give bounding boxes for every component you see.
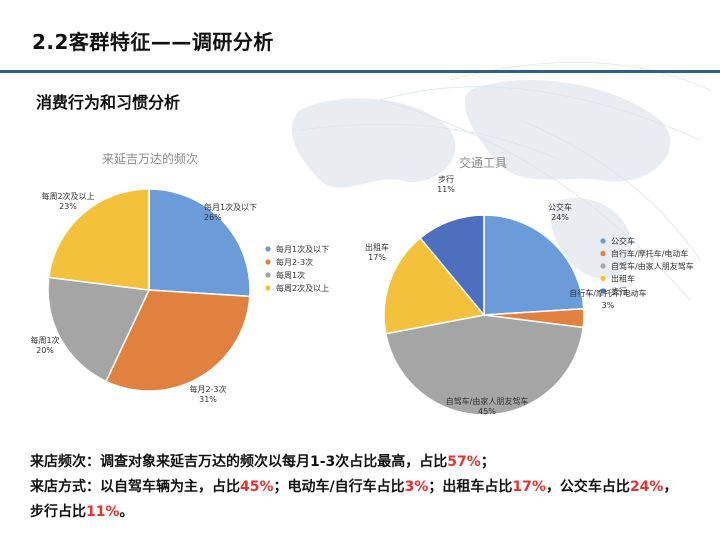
pie-1-label-每周2次及以上: 每周2次及以上 23% — [41, 191, 94, 211]
pie-2-legend-出租车: 出租车 — [611, 274, 635, 284]
pie-1-legend-每月1次及以下: 每月1次及以下 — [276, 244, 329, 254]
pie-2-label-出租车: 出租车 17% — [365, 242, 389, 262]
pie-2-legend-公交车: 公交车 — [611, 236, 635, 246]
mode-text-2: ；电动车/自行车占比 — [273, 479, 405, 495]
pie-1-legend-每周2次及以上: 每周2次及以上 — [276, 283, 329, 293]
freq-end: ； — [480, 454, 495, 470]
pie-1-legend-marker-每月2-3次 — [265, 259, 271, 265]
pie-2-legend-marker-公交车 — [600, 238, 606, 244]
pie-2-slice-出租车 — [383, 236, 486, 335]
page-title: 2.2客群特征——调研分析 — [32, 30, 274, 54]
pie-1-legend-marker-每月1次及以下 — [265, 246, 271, 252]
pie-2-slice-自驾车-由家人朋友驾车 — [384, 314, 585, 416]
pie-2-label-公交车: 公交车 24% — [548, 202, 572, 222]
pie-2-title: 交通工具 — [459, 155, 507, 170]
mode-value-3: 17% — [512, 479, 546, 495]
pie-2-legend-自驾车-由家人朋友驾车: 自驾车/由家人朋友驾车 — [611, 261, 694, 271]
pie-2-label-步行: 步行 11% — [437, 174, 455, 194]
pie-1-legend-每周1次: 每周1次 — [276, 270, 305, 280]
pie-1-label-每周1次: 每周1次 20% — [30, 335, 59, 355]
pie-1-slice-每月2-3次 — [105, 289, 251, 392]
pie-1-label-每月2-3次: 每月2-3次 31% — [189, 384, 226, 404]
freq-value: 57% — [447, 454, 481, 470]
pie-2-legend-marker-出租车 — [600, 275, 606, 282]
pie-1-legend-marker-每周2次及以上 — [265, 285, 271, 291]
pie-1-slice-每周1次 — [47, 276, 151, 383]
pie-1-title: 来延吉万达的频次 — [102, 151, 198, 166]
pie-1-label-每月1次及以下: 每月1次及以下 26% — [204, 202, 257, 222]
pie-2-legend-marker-自行车-摩托车-电动车 — [600, 250, 606, 257]
mode-text-1: 以自驾车辆为主，占比 — [100, 479, 240, 495]
pie-2-label-自行车-摩托车-电动车-value: 3% — [602, 301, 615, 310]
mode-text-3: ；出租车占比 — [428, 479, 513, 495]
mode-end: 。 — [119, 504, 134, 520]
section-subtitle: 消费行为和习惯分析 — [36, 93, 181, 112]
pie-2-legend-步行: 步行 — [611, 286, 627, 296]
pie-2-label-自行车-摩托车-电动车: 自行车/摩托车/电动车 — [569, 288, 646, 298]
mode-text-4: ，公交车占比 — [545, 479, 630, 495]
pie-1-slice-每周2次及以上 — [47, 188, 150, 291]
pie-1-legend-marker-每周1次 — [265, 272, 271, 278]
freq-text: 调查对象来延吉万达的频次以每月1-3次占比最高，占比 — [100, 454, 448, 470]
pie-2-slice-公交车 — [483, 214, 585, 316]
mode-value-4: 24% — [629, 479, 664, 495]
title-divider — [0, 70, 720, 73]
mode-text-5: ，步行占比 — [30, 479, 678, 520]
pie-2-legend-marker-步行 — [600, 288, 606, 294]
pie-2-slice-步行 — [419, 214, 485, 318]
pie-2-legend-自行车-摩托车-电动车: 自行车/摩托车/电动车 — [611, 249, 688, 259]
conclusion-line-mode: 来店方式：以自驾车辆为主，占比45%；电动车/自行车占比3%；出租车占比17%，… — [30, 475, 690, 525]
pie-1-slice-每月1次及以下 — [148, 188, 251, 298]
mode-label: 来店方式： — [30, 479, 100, 495]
conclusion-text: 来店频次：调查对象来延吉万达的频次以每月1-3次占比最高，占比57%； 来店方式… — [30, 450, 690, 525]
pie-2-label-自驾车-由家人朋友驾车: 自驾车/由家人朋友驾车 45% — [446, 396, 529, 416]
mode-value-2: 3% — [404, 479, 429, 495]
mode-value-5: 11% — [86, 504, 120, 520]
mode-value-1: 45% — [240, 479, 274, 495]
freq-label: 来店频次： — [30, 454, 100, 470]
pie-2-legend-marker-自驾车-由家人朋友驾车 — [600, 263, 606, 269]
conclusion-line-frequency: 来店频次：调查对象来延吉万达的频次以每月1-3次占比最高，占比57%； — [30, 450, 690, 475]
pie-1-legend-每月2-3次: 每月2-3次 — [276, 257, 313, 267]
